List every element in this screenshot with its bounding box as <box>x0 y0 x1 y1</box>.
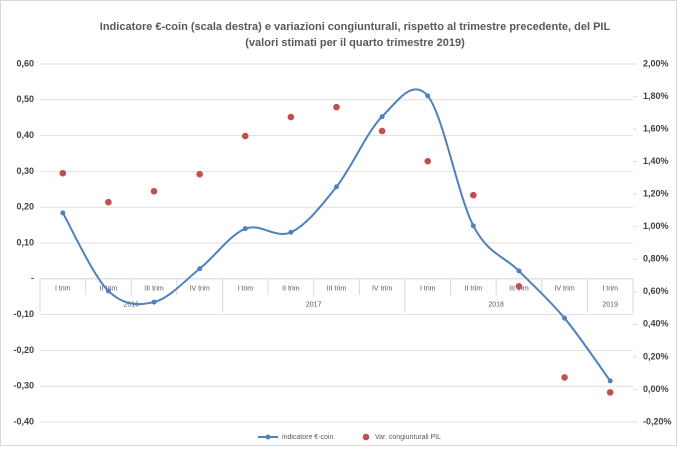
legend-marker <box>362 433 370 441</box>
x-tick-label: II trim <box>282 286 300 293</box>
line-marker <box>197 266 203 272</box>
y-tick-label: -0,30 <box>13 381 34 391</box>
y2-tick-label: 1,80% <box>643 91 669 101</box>
legend-label: indicatore €-coin <box>282 434 333 441</box>
y-tick-label: -0,20 <box>13 345 34 355</box>
line-marker <box>334 184 339 190</box>
line-marker <box>105 288 111 294</box>
y2-tick-label: 1,60% <box>643 123 669 133</box>
x-tick-label: III trim <box>144 286 164 293</box>
chart-title: Indicatore €-coin (scala destra) e varia… <box>100 21 611 33</box>
dot <box>59 169 67 177</box>
line-marker <box>516 268 522 274</box>
y-tick-label: - <box>31 273 34 283</box>
line-marker <box>288 229 294 235</box>
y-tick-label: 0,30 <box>16 166 34 176</box>
line-marker <box>242 226 248 232</box>
x-tick-label: I trim <box>55 286 71 293</box>
dot <box>470 191 477 199</box>
y-tick-label: 0,50 <box>16 94 34 104</box>
x-group-label: 2019 <box>602 302 618 309</box>
line-marker <box>425 93 431 99</box>
x-group-label: 2018 <box>488 302 504 309</box>
y-tick-label: 0,10 <box>16 237 34 247</box>
chart-subtitle: (valori stimati per il quarto trimestre … <box>245 37 465 49</box>
y-tick-label: -0,40 <box>13 416 34 426</box>
dot <box>378 127 386 135</box>
line-marker <box>562 315 568 321</box>
dot <box>196 170 203 178</box>
y2-tick-label: 2,00% <box>643 58 669 68</box>
dot <box>333 103 340 111</box>
y2-tick-label: 0,00% <box>643 384 669 394</box>
dot <box>241 132 249 140</box>
x-tick-label: IV trim <box>190 286 210 293</box>
dot <box>287 113 295 121</box>
x-group-label: 2016 <box>123 302 139 309</box>
x-tick-label: III trim <box>327 286 347 293</box>
y2-tick-label: 1,20% <box>643 189 669 199</box>
y-tick-label: 0,20 <box>16 202 34 212</box>
x-tick-label: IV trim <box>372 286 392 293</box>
y-tick-label: 0,60 <box>16 58 34 68</box>
y2-tick-label: 0,80% <box>643 254 669 264</box>
x-tick-label: I trim <box>237 286 253 293</box>
dot <box>561 374 568 381</box>
line-marker <box>470 223 476 229</box>
dot <box>424 157 432 165</box>
line-marker <box>607 378 613 384</box>
y2-tick-label: 0,60% <box>643 286 669 296</box>
y2-tick-label: 0,20% <box>643 351 669 361</box>
dot <box>150 187 158 195</box>
x-tick-label: II trim <box>465 286 483 293</box>
x-tick-label: I trim <box>602 286 618 293</box>
dot <box>606 389 614 396</box>
line-marker <box>151 299 157 305</box>
line-marker <box>379 114 385 120</box>
x-tick-label: IV trim <box>554 286 574 293</box>
y-tick-label: 0,40 <box>16 130 34 140</box>
y2-tick-label: 1,00% <box>643 221 669 231</box>
y-tick-label: -0,10 <box>13 309 34 319</box>
line-marker <box>60 210 66 216</box>
legend-marker <box>265 434 271 440</box>
dot <box>515 282 523 290</box>
dot <box>105 198 112 206</box>
x-tick-label: I trim <box>420 286 436 293</box>
y2-tick-label: -0,20% <box>643 416 672 426</box>
x-group-label: 2017 <box>306 302 322 309</box>
y2-tick-label: 1,40% <box>643 156 669 166</box>
legend-label: Var. congiunturali PIL <box>375 434 441 441</box>
y2-tick-label: 0,40% <box>643 319 669 329</box>
